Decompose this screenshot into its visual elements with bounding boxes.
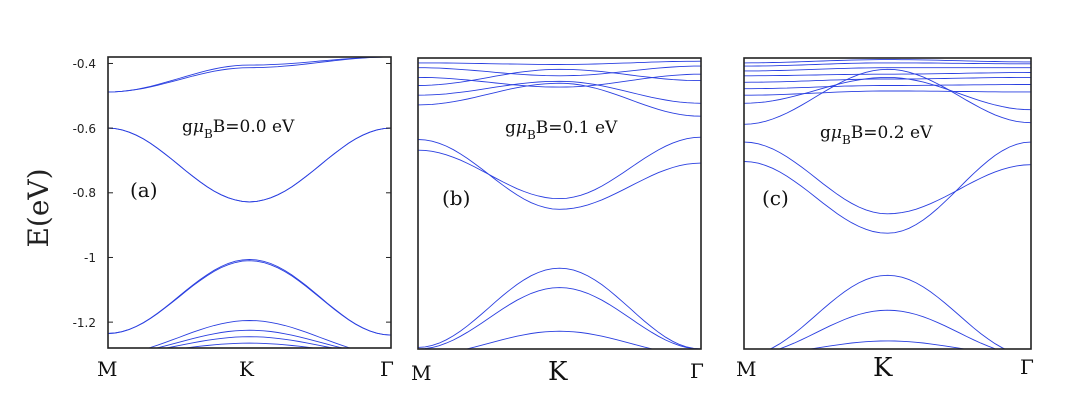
band-line [744, 141, 1031, 234]
x-tick-label-k: K [548, 357, 568, 387]
band-line [769, 274, 1006, 349]
panel-c-annotation: gμBB=0.2 eV [820, 123, 933, 147]
y-tick-label: -1 [84, 251, 96, 265]
panel-b-frame [417, 57, 702, 350]
band-line [108, 127, 391, 203]
x-tick-label-gamma: Γ [380, 357, 394, 381]
y-tick-label: -1.2 [73, 316, 96, 330]
band-line [418, 136, 701, 200]
band-line [744, 90, 1031, 96]
band-line [777, 309, 998, 349]
x-tick-label-k: K [239, 357, 255, 381]
panel-c-bands [744, 59, 1031, 349]
band-line [154, 329, 345, 348]
panel-a-yticks [108, 62, 391, 323]
band-line [108, 57, 391, 93]
panel-b-label: (b) [442, 186, 470, 210]
panel-a: (a) gμBB=0.0 eV M K Γ [97, 56, 394, 381]
x-tick-label-m: M [97, 357, 117, 381]
band-line [418, 287, 701, 349]
y-tick-label: -0.4 [73, 57, 96, 71]
band-line [418, 82, 701, 117]
y-axis-label: E(eV) [22, 168, 55, 247]
band-line [744, 76, 1031, 83]
band-line [418, 68, 701, 86]
y-tick-label: -0.8 [73, 186, 96, 200]
panel-b-annotation: gμBB=0.1 eV [505, 118, 618, 142]
band-line [744, 72, 1031, 77]
band-line [744, 62, 1031, 67]
y-tick-label: -0.6 [73, 122, 96, 136]
x-tick-label-m: M [736, 357, 756, 381]
panel-a-label: (a) [130, 178, 158, 202]
band-line [744, 84, 1031, 90]
panel-b-bands [418, 60, 701, 349]
x-tick-label-gamma: Γ [1020, 355, 1034, 379]
panel-a-bands [108, 57, 391, 348]
panel-c-label: (c) [762, 186, 789, 210]
band-line [108, 258, 391, 336]
band-line [418, 80, 701, 104]
y-tick-labels: -0.4 -0.6 -0.8 -1 -1.2 [73, 57, 96, 330]
panel-a-frame [107, 56, 392, 349]
band-line [418, 65, 701, 77]
x-tick-label-m: M [411, 361, 431, 385]
band-line [147, 320, 352, 348]
band-line [744, 76, 1031, 111]
panel-c: (c) gμBB=0.2 eV M K Γ [736, 57, 1034, 383]
x-tick-label-gamma: Γ [690, 359, 704, 383]
band-line [418, 267, 701, 349]
band-line [108, 260, 391, 336]
band-line [464, 330, 655, 349]
band-line [418, 139, 701, 210]
band-line [744, 59, 1031, 64]
x-tick-label-k: K [873, 353, 893, 383]
band-line [418, 60, 701, 65]
band-line [744, 141, 1031, 215]
band-line [807, 340, 968, 349]
panel-a-annotation: gμBB=0.0 eV [182, 117, 295, 141]
band-line [108, 57, 391, 93]
band-line [744, 68, 1031, 125]
panel-b: (b) gμBB=0.1 eV M K Γ [411, 57, 704, 387]
band-line [744, 67, 1031, 72]
panel-c-frame [743, 57, 1032, 350]
band-line [163, 336, 336, 348]
band-line [181, 342, 318, 348]
